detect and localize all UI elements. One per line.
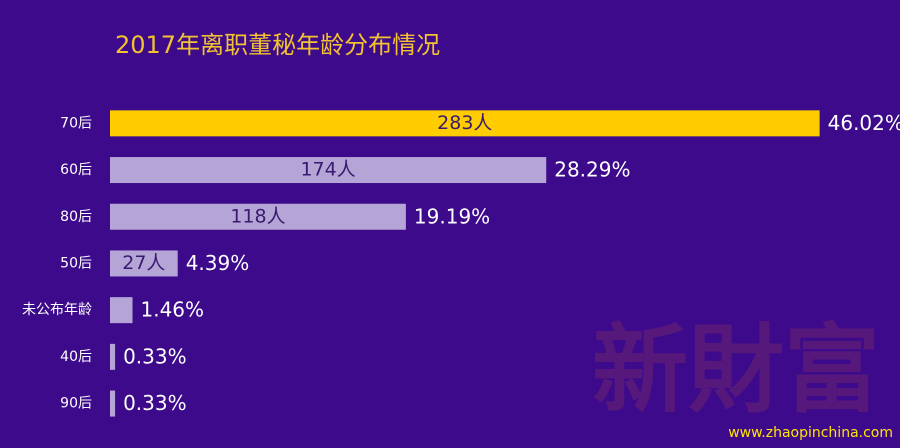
value-label: 1.46% bbox=[141, 298, 205, 322]
value-label: 0.33% bbox=[123, 344, 187, 368]
y-tick-label: 60后 bbox=[60, 162, 92, 178]
value-label: 46.02% bbox=[828, 111, 900, 135]
watermark: 新財富 bbox=[592, 313, 880, 426]
y-tick-label: 90后 bbox=[60, 396, 92, 412]
value-label: 19.19% bbox=[414, 204, 490, 228]
bar bbox=[110, 250, 178, 277]
bar bbox=[110, 110, 820, 137]
bar bbox=[110, 297, 133, 324]
bar bbox=[110, 343, 116, 370]
count-label: 174人 bbox=[300, 159, 355, 181]
y-tick-label: 80后 bbox=[60, 209, 92, 225]
count-label: 283人 bbox=[437, 112, 492, 134]
count-label: 118人 bbox=[230, 205, 285, 227]
source-url: www.zhaopinchina.com bbox=[728, 425, 893, 441]
y-tick-label: 50后 bbox=[60, 255, 92, 271]
y-tick-label: 未公布年龄 bbox=[22, 302, 92, 318]
bar bbox=[110, 203, 406, 230]
value-label: 28.29% bbox=[554, 158, 630, 182]
value-label: 4.39% bbox=[186, 251, 250, 275]
bar bbox=[110, 157, 547, 184]
chart-title: 2017年离职董秘年龄分布情况 bbox=[115, 31, 440, 59]
y-tick-label: 40后 bbox=[60, 349, 92, 365]
count-label: 27人 bbox=[122, 252, 165, 274]
value-label: 0.33% bbox=[123, 391, 187, 415]
y-tick-label: 70后 bbox=[60, 115, 92, 131]
bar bbox=[110, 390, 116, 417]
